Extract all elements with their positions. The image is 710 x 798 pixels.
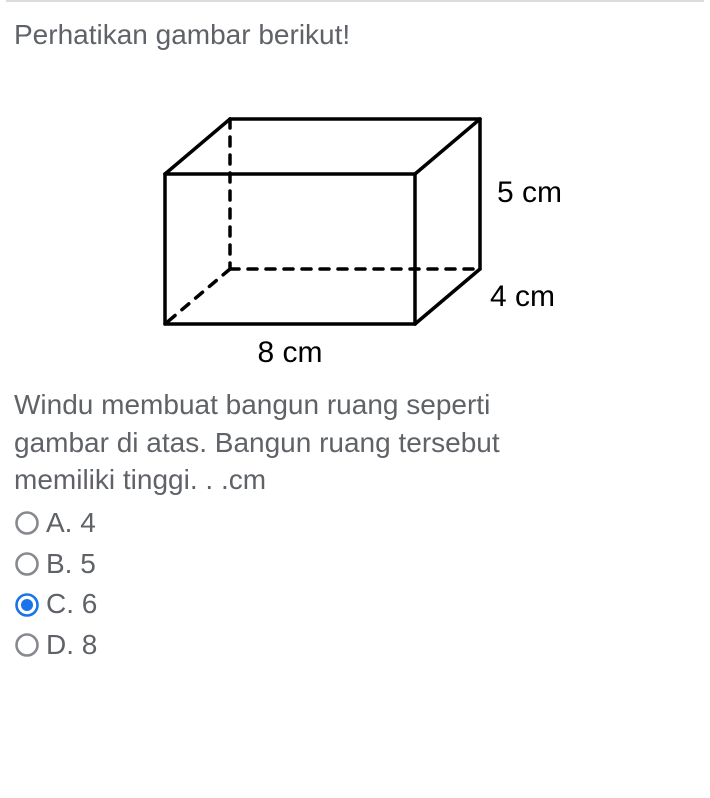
question-body-line: memiliki tinggi. . .cm: [14, 461, 696, 499]
top-divider: [6, 0, 704, 2]
depth-label: 4 cm: [490, 280, 555, 313]
radio-unchecked-icon: [14, 510, 40, 536]
radio-unchecked-icon: [14, 551, 40, 577]
option-d[interactable]: D. 8: [14, 625, 696, 666]
option-label: C. 6: [46, 584, 97, 625]
option-b[interactable]: B. 5: [14, 544, 696, 585]
radio-checked-icon: [14, 592, 40, 618]
question-prompt: Perhatikan gambar berikut!: [14, 16, 696, 54]
options-group: A. 4 B. 5 C. 6 D. 8: [14, 499, 696, 665]
rectangular-prism-diagram: 5 cm 4 cm 8 cm: [125, 84, 585, 364]
option-label: D. 8: [46, 625, 97, 666]
question-body-line: Windu membuat bangun ruang seperti: [14, 386, 696, 424]
question-body-line: gambar di atas. Bangun ruang tersebut: [14, 424, 696, 462]
question-container: Perhatikan gambar berikut!: [0, 0, 710, 666]
option-label: B. 5: [46, 544, 96, 585]
width-label: 8 cm: [257, 336, 322, 364]
option-label: A. 4: [46, 503, 96, 544]
option-c[interactable]: C. 6: [14, 584, 696, 625]
height-label: 5 cm: [497, 176, 562, 209]
diagram-container: 5 cm 4 cm 8 cm: [14, 54, 696, 386]
option-a[interactable]: A. 4: [14, 503, 696, 544]
radio-unchecked-icon: [14, 632, 40, 658]
